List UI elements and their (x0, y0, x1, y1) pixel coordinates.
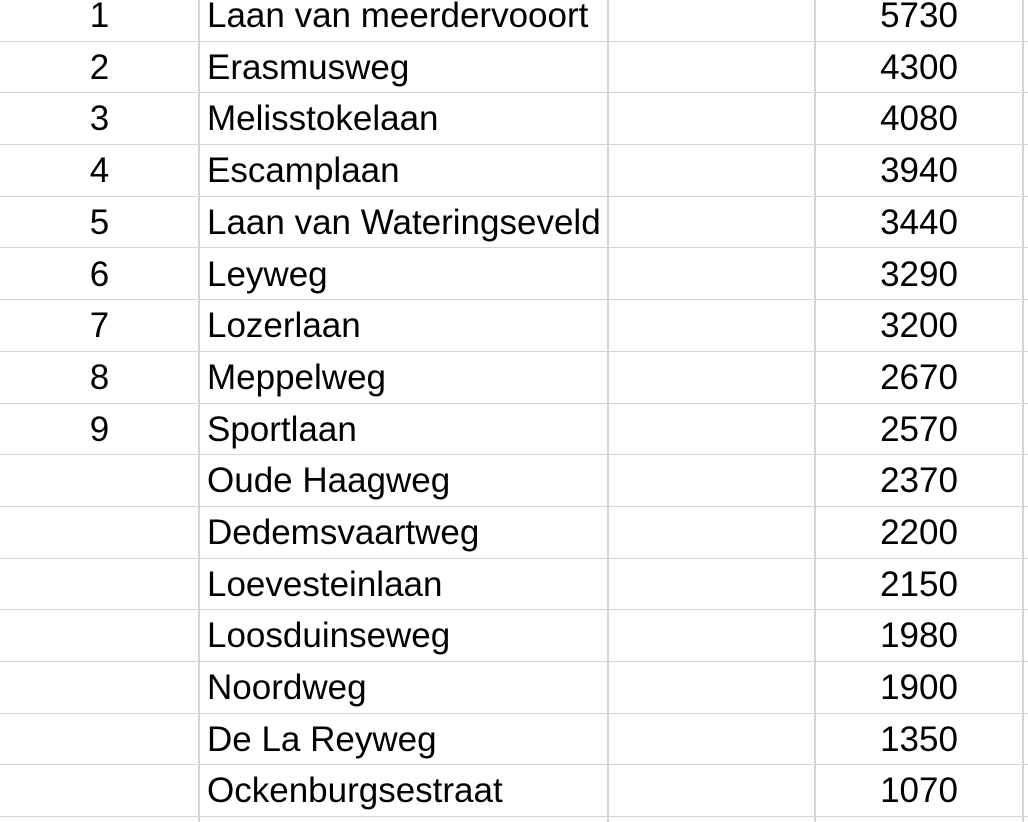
rank-cell[interactable]: 1 (89, 0, 110, 36)
value-cell[interactable]: 1070 (880, 771, 958, 811)
rank-cell[interactable] (0, 559, 199, 610)
street-cell[interactable]: Loevesteinlaan (207, 564, 443, 604)
street-cell[interactable]: Sportlaan (207, 409, 357, 449)
value-cell[interactable]: 2200 (880, 512, 958, 552)
street-cell[interactable]: Loosduinseweg (207, 616, 451, 656)
rank-cell[interactable]: 5 (89, 202, 110, 242)
gridline-vertical (198, 0, 200, 822)
rank-cell[interactable]: 2 (89, 47, 110, 87)
table-row: 9 Sportlaan 2570 (0, 403, 1028, 456)
value-cell[interactable]: 3940 (880, 151, 958, 191)
spacer-cell[interactable] (608, 0, 815, 41)
rank-cell[interactable] (0, 507, 199, 558)
value-cell[interactable]: 2570 (880, 409, 958, 449)
rank-cell[interactable] (0, 610, 199, 661)
value-cell[interactable]: 3290 (880, 254, 958, 294)
value-cell[interactable]: 2370 (880, 461, 958, 501)
value-cell[interactable]: 1980 (880, 616, 958, 656)
spacer-cell[interactable] (608, 559, 815, 610)
street-cell[interactable]: Ockenburgsestraat (207, 771, 503, 811)
table-row: 8 Meppelweg 2670 (0, 351, 1028, 404)
table-row: Noordweg 1900 (0, 661, 1028, 714)
street-cell[interactable]: Laan van meerdervooort (207, 0, 589, 36)
rank-cell[interactable]: 9 (89, 409, 110, 449)
table-row: Loevesteinlaan 2150 (0, 558, 1028, 611)
spacer-cell[interactable] (608, 197, 815, 248)
spacer-cell[interactable] (608, 662, 815, 713)
spacer-cell[interactable] (608, 765, 815, 816)
table-row: Dedemsvaartweg 2200 (0, 506, 1028, 559)
street-cell[interactable]: Laan van Wateringseveld (207, 202, 601, 242)
street-cell[interactable]: Dedemsvaartweg (207, 512, 480, 552)
rank-cell[interactable]: 7 (89, 306, 110, 346)
value-cell[interactable]: 2670 (880, 357, 958, 397)
rank-cell[interactable]: 8 (89, 357, 110, 397)
table-row: 3 Melisstokelaan 4080 (0, 93, 1028, 146)
street-cell[interactable]: Escamplaan (207, 151, 400, 191)
table-row: 5 Laan van Wateringseveld 3440 (0, 196, 1028, 249)
street-cell[interactable]: Oude Haagweg (207, 461, 451, 501)
street-cell[interactable]: Meppelweg (207, 357, 386, 397)
table-row: Oude Haagweg 2370 (0, 455, 1028, 507)
value-cell[interactable]: 1350 (880, 719, 958, 759)
spacer-cell[interactable] (608, 248, 815, 299)
street-cell[interactable]: Erasmusweg (207, 47, 410, 87)
street-cell[interactable]: Lozerlaan (207, 306, 361, 346)
table-row: De La Reyweg 1350 (0, 713, 1028, 766)
rank-cell[interactable] (0, 765, 199, 816)
gridline-vertical (1022, 0, 1024, 822)
table-row: 6 Leyweg 3290 (0, 248, 1028, 301)
value-cell[interactable]: 2150 (880, 564, 958, 604)
table-row: Loosduinseweg 1980 (0, 610, 1028, 662)
spacer-cell[interactable] (608, 42, 815, 93)
table-row: 7 Lozerlaan 3200 (0, 300, 1028, 352)
spacer-cell[interactable] (608, 145, 815, 196)
spacer-cell[interactable] (608, 404, 815, 455)
table-row: 2 Erasmusweg 4300 (0, 41, 1028, 94)
spacer-cell[interactable] (608, 610, 815, 661)
value-cell[interactable]: 4080 (880, 99, 958, 139)
rank-cell[interactable]: 6 (89, 254, 110, 294)
gridline-vertical (607, 0, 609, 822)
value-cell[interactable]: 5730 (880, 0, 958, 36)
spacer-cell[interactable] (608, 300, 815, 351)
table-row: 1 Laan van meerdervooort 5730 (0, 0, 1028, 42)
street-cell[interactable]: Noordweg (207, 668, 367, 708)
rank-cell[interactable] (0, 455, 199, 506)
rank-cell[interactable] (0, 714, 199, 765)
street-cell[interactable]: Leyweg (207, 254, 328, 294)
value-cell[interactable]: 1900 (880, 668, 958, 708)
spacer-cell[interactable] (608, 507, 815, 558)
rank-cell[interactable] (0, 662, 199, 713)
value-cell[interactable]: 4300 (880, 47, 958, 87)
rank-cell[interactable]: 4 (89, 151, 110, 191)
spacer-cell[interactable] (608, 714, 815, 765)
spacer-cell[interactable] (608, 455, 815, 506)
gridline-vertical (814, 0, 816, 822)
value-cell[interactable]: 3440 (880, 202, 958, 242)
street-cell[interactable]: De La Reyweg (207, 719, 437, 759)
spacer-cell[interactable] (608, 93, 815, 144)
table-row: Ockenburgsestraat 1070 (0, 765, 1028, 817)
rank-cell[interactable]: 3 (89, 99, 110, 139)
table-row: 4 Escamplaan 3940 (0, 145, 1028, 197)
street-cell[interactable]: Melisstokelaan (207, 99, 439, 139)
value-cell[interactable]: 3200 (880, 306, 958, 346)
spacer-cell[interactable] (608, 352, 815, 403)
